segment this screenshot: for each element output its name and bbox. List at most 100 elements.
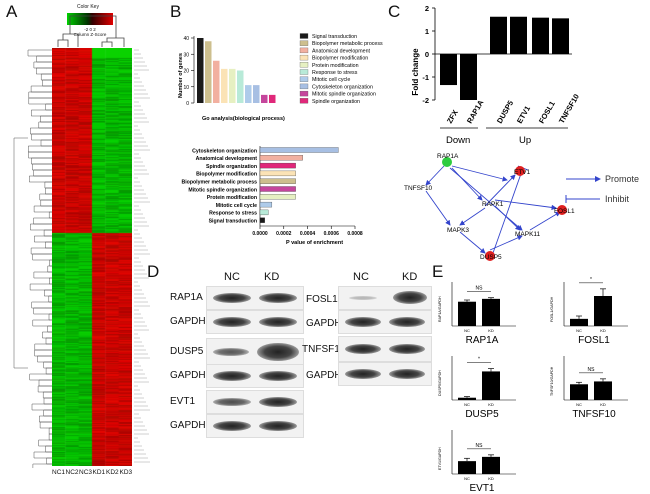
quant-xlabel-kd: KD: [600, 328, 606, 333]
go-bar-ytick-label: 20: [183, 69, 189, 75]
blot-label: GAPDH: [306, 318, 342, 329]
go-legend-swatch: [299, 76, 309, 82]
blot-left-col-nc: NC: [224, 271, 240, 283]
node-label: FOSL1: [554, 208, 575, 215]
fold-change-bar: [552, 18, 569, 55]
go-pvalue-category: Mitotic cell cycle: [216, 203, 257, 209]
heatmap-col-label: KD3: [119, 469, 133, 476]
go-legend-label: Protein modification: [312, 63, 359, 69]
blot-evt1: [206, 390, 304, 414]
blot-dusp5: [206, 338, 304, 366]
quant-bar: [482, 456, 500, 474]
quant-xlabel-nc: NC: [464, 402, 470, 407]
quant-xlabel-nc: NC: [576, 328, 582, 333]
panel-label-c: C: [388, 2, 401, 21]
go-legend-label: Response to stress: [312, 70, 358, 76]
fold-change-ytick-label: 2: [425, 4, 429, 13]
go-pvalue-bar: [259, 217, 265, 223]
quant-bar: [594, 381, 612, 400]
quant-ylabel: FOSL1/GAPDH: [550, 296, 554, 322]
go-legend-swatch: [299, 54, 309, 61]
quant-sig-label: NS: [588, 367, 596, 373]
blot-gapdh: [338, 362, 432, 386]
quant-bar: [570, 318, 588, 326]
quant-chart: DUSP5/GAPDH * NC KD DUSP5: [438, 356, 516, 420]
inhibit-edge: [492, 167, 524, 254]
edge: [425, 165, 445, 186]
quant-xlabel-kd: KD: [488, 402, 494, 407]
fold-change-ytick-label: -2: [422, 96, 429, 105]
fold-change-bar: [460, 54, 477, 100]
fold-change-bar: [532, 17, 549, 54]
edge: [449, 167, 523, 231]
go-pvalue-xtick-label: 0.0000: [252, 231, 268, 237]
node-fosl1: [557, 205, 567, 215]
go-bar-ytick-label: 10: [183, 85, 189, 91]
node-label: RAP1A: [437, 153, 459, 160]
go-bar: [197, 38, 204, 103]
blot-label: GAPDH: [170, 370, 206, 381]
heatmap-row-labels: [134, 48, 156, 466]
quant-chart: ETV1/GAPDH NS NC KD EVT1: [438, 430, 516, 494]
go-pvalue-bar: [259, 209, 269, 216]
fold-change-bar: [440, 54, 457, 86]
fold-change-ytick-label: 0: [425, 50, 429, 59]
panel-label-e: E: [432, 262, 444, 281]
go-bar: [229, 68, 236, 103]
go-bar: [253, 85, 260, 103]
blot-label: GAPDH: [170, 420, 206, 431]
go-pvalue-bar: [259, 155, 303, 161]
heatmap-col-label: KD2: [106, 469, 119, 476]
edge: [451, 165, 508, 182]
go-legend-swatch: [299, 69, 309, 75]
go-pvalue-bar: [259, 178, 296, 184]
node-label: ETV1: [514, 169, 531, 176]
quant-bar: [482, 371, 500, 400]
quant-sig-label: *: [478, 357, 480, 363]
blot-label: TNFSF10: [302, 344, 346, 355]
go-pvalue-category: Cytoskeleton organization: [192, 148, 257, 154]
blot-label: RAP1A: [170, 292, 203, 303]
blot-label: DUSP5: [170, 346, 204, 357]
go-bar: [245, 85, 252, 103]
fold-change-bar: [490, 16, 507, 55]
quant-title: FOSL1: [578, 335, 610, 346]
fold-change-xlabel: ETV1: [515, 104, 532, 125]
go-legend-swatch: [299, 90, 309, 97]
color-key-title: Color Key: [77, 4, 99, 10]
go-legend-label: Mitotic cell cycle: [312, 77, 350, 83]
go-pvalue-bar: [259, 162, 296, 169]
fold-change-bar: [510, 16, 527, 55]
go-pvalue-xtick-label: 0.0004: [300, 231, 316, 237]
fold-change-xlabel: DUSP5: [495, 99, 515, 125]
fold-change-xlabel: ZFX: [445, 108, 460, 125]
go-pvalue-xtick-label: 0.0008: [347, 231, 363, 237]
blot-gapdh: [206, 310, 304, 334]
node-label: MAPK11: [515, 231, 541, 238]
go-bar-ytick-label: 40: [183, 36, 189, 42]
edge: [529, 211, 561, 231]
go-pvalue-category: Biopolymer modification: [196, 172, 257, 178]
edge: [425, 190, 451, 226]
go-legend-label: Biopolymer modification: [312, 56, 368, 62]
fold-change-xlabel: TNFSF10: [557, 92, 581, 125]
go-pvalue-bar: [259, 201, 273, 208]
blot-gapdh: [206, 414, 304, 438]
quant-ylabel: TNFSF10/GAPDH: [550, 366, 554, 396]
quant-chart: FOSL1/GAPDH * NC KD FOSL1: [550, 277, 628, 346]
node-label: TNFSF10: [404, 185, 433, 192]
quant-xlabel-kd: KD: [488, 476, 494, 481]
blot-left-col-kd: KD: [264, 271, 280, 283]
blot-tnfsf10: [338, 336, 432, 362]
go-legend-swatch: [299, 62, 309, 68]
blot-gapdh: [338, 310, 432, 334]
panel-label-d: D: [147, 262, 160, 281]
quant-title: EVT1: [469, 483, 494, 494]
go-bar-chart: Number of genes 0 10 20 30 40 Go analysis(bi…: [178, 33, 383, 122]
edge: [459, 231, 486, 254]
go-pvalue-category: Mitotic spindle organization: [188, 187, 257, 193]
blot-label: GAPDH: [170, 316, 206, 327]
go-bar: [213, 60, 220, 103]
go-pvalue-bar: [259, 194, 296, 200]
